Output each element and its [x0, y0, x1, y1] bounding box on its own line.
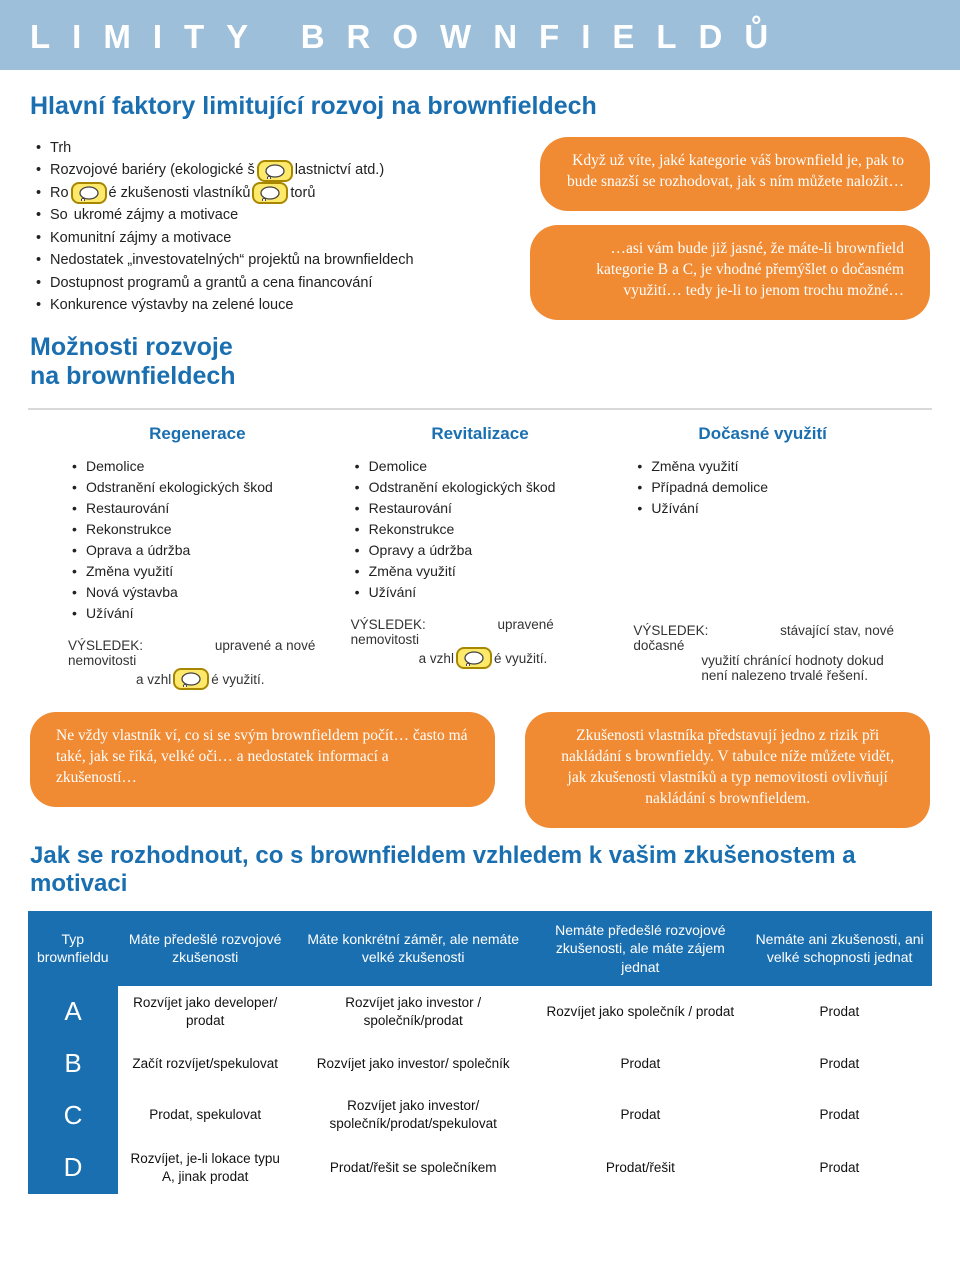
annotation-marker[interactable]: [71, 182, 107, 204]
list-item: Nedostatek „investovatelných“ projektů n…: [36, 249, 476, 271]
result-label: VÝSLEDEK:: [68, 638, 143, 653]
list-item: Oprava a údržba: [72, 540, 329, 561]
list-item: Odstranění ekologických škod: [72, 477, 329, 498]
col-heading: Regenerace: [66, 416, 329, 456]
list-item: Případná demolice: [637, 477, 894, 498]
th-col3: Nemáte předešlé rozvojové zkušenosti, al…: [534, 911, 747, 986]
list-item: Restaurování: [355, 498, 612, 519]
col-heading: Revitalizace: [349, 416, 612, 456]
section-h2: Možnosti rozvoje na brownfieldech: [30, 333, 476, 391]
options-col-revitalizace: Revitalizace Demolice Odstranění ekologi…: [339, 416, 622, 690]
factor-text-pre: Ro: [50, 182, 69, 204]
cell: Prodat, spekulovat: [118, 1089, 292, 1141]
list-item: Užívání: [72, 603, 329, 624]
list-item: Demolice: [72, 456, 329, 477]
page-title: LIMITY BROWNFIELDŮ: [30, 18, 930, 56]
list-item: Komunitní zájmy a motivace: [36, 227, 476, 249]
factor-text-post: lastnictví atd.): [295, 159, 384, 181]
table-row: B Začít rozvíjet/spekulovat Rozvíjet jak…: [28, 1038, 932, 1089]
cell: Prodat: [747, 1038, 932, 1089]
list-item: Odstranění ekologických škod: [355, 477, 612, 498]
row-type: C: [28, 1089, 118, 1141]
section-h1: Hlavní faktory limitující rozvoj na brow…: [30, 92, 930, 121]
factor-text-mid: é zkušenosti vlastníků: [109, 182, 251, 204]
cell: Rozvíjet, je-li lokace typu A, jinak pro…: [118, 1142, 292, 1194]
cell: Začít rozvíjet/spekulovat: [118, 1038, 292, 1089]
factor-text-post: torů: [290, 182, 315, 204]
cell: Rozvíjet jako investor/ společník/prodat…: [292, 1089, 534, 1141]
result-text: a vzhl é využití.: [351, 647, 612, 669]
table-row: D Rozvíjet, je-li lokace typu A, jinak p…: [28, 1142, 932, 1194]
list-item: Rekonstrukce: [355, 519, 612, 540]
h2-line2: na brownfieldech: [30, 362, 236, 390]
decision-table: Typ brownfieldu Máte předešlé rozvojové …: [28, 911, 932, 1194]
cell: Prodat: [534, 1038, 747, 1089]
th-col1: Máte předešlé rozvojové zkušenosti: [118, 911, 292, 986]
options-col-regenerace: Regenerace Demolice Odstranění ekologick…: [56, 416, 339, 690]
list-item: Ro é zkušenosti vlastníků torů: [36, 182, 476, 204]
result-block: VÝSLEDEK: upravené nemovitosti a vzhl é …: [349, 617, 612, 669]
list-item: Užívání: [355, 582, 612, 603]
h2-line1: Možnosti rozvoje: [30, 333, 233, 361]
annotation-marker[interactable]: [173, 668, 209, 690]
annotation-marker[interactable]: [252, 182, 288, 204]
section-h3: Jak se rozhodnout, co s brownfieldem vzh…: [30, 842, 930, 897]
result-text: využití chránící hodnoty dokud není nale…: [633, 653, 894, 683]
list-item: Změna využití: [637, 456, 894, 477]
list-item: Užívání: [637, 498, 894, 519]
th-col2: Máte konkrétní záměr, ale nemáte velké z…: [292, 911, 534, 986]
table-row: A Rozvíjet jako developer/ prodat Rozvíj…: [28, 986, 932, 1038]
list-item: Trh: [36, 137, 476, 159]
cell: Prodat: [747, 986, 932, 1038]
factor-text-pre: So: [50, 204, 68, 226]
row-type: B: [28, 1038, 118, 1089]
list-item: Demolice: [355, 456, 612, 477]
result-text: a vzhl é využití.: [68, 668, 329, 690]
list-item: Nová výstavba: [72, 582, 329, 603]
list-item: Opravy a údržba: [355, 540, 612, 561]
table-row: C Prodat, spekulovat Rozvíjet jako inves…: [28, 1089, 932, 1141]
options-col-docasne: Dočasné využití Změna využití Případná d…: [621, 416, 904, 690]
info-bubble: Ne vždy vlastník ví, co si se svým brown…: [30, 712, 495, 807]
options-table: Regenerace Demolice Odstranění ekologick…: [56, 416, 904, 690]
cell: Rozvíjet jako developer/ prodat: [118, 986, 292, 1038]
result-block: VÝSLEDEK: upravené a nové nemovitosti a …: [66, 638, 329, 690]
annotation-marker[interactable]: [456, 647, 492, 669]
cell: Rozvíjet jako společník / prodat: [534, 986, 747, 1038]
cell: Prodat: [747, 1142, 932, 1194]
list-item: So ukromé zájmy a motivace: [36, 204, 476, 226]
th-type: Typ brownfieldu: [28, 911, 118, 986]
list-item: Restaurování: [72, 498, 329, 519]
cell: Prodat/řešit se společníkem: [292, 1142, 534, 1194]
list-item: Konkurence výstavby na zelené louce: [36, 294, 476, 316]
factors-block: Trh Rozvojové bariéry (ekologické š last…: [30, 137, 476, 390]
cell: Rozvíjet jako investor/ společník: [292, 1038, 534, 1089]
result-label: VÝSLEDEK:: [633, 623, 708, 638]
info-bubble: …asi vám bude již jasné, že máte-li brow…: [530, 225, 930, 320]
row-type: A: [28, 986, 118, 1038]
list-item: Dostupnost programů a grantů a cena fina…: [36, 272, 476, 294]
list-item: Rekonstrukce: [72, 519, 329, 540]
info-bubble: Zkušenosti vlastníka představují jedno z…: [525, 712, 930, 828]
cell: Rozvíjet jako investor / společník/proda…: [292, 986, 534, 1038]
info-bubble: Když už víte, jaké kategorie váš brownfi…: [540, 137, 930, 211]
annotation-marker[interactable]: [257, 160, 293, 182]
result-block: VÝSLEDEK: stávající stav, nové dočasné v…: [631, 623, 894, 683]
row-type: D: [28, 1142, 118, 1194]
result-label: VÝSLEDEK:: [351, 617, 426, 632]
cell: Prodat: [747, 1089, 932, 1141]
factors-list: Trh Rozvojové bariéry (ekologické š last…: [30, 137, 476, 317]
list-item: Změna využití: [72, 561, 329, 582]
col-heading: Dočasné využití: [631, 416, 894, 456]
cell: Prodat: [534, 1089, 747, 1141]
factor-text-post: ukromé zájmy a motivace: [74, 204, 238, 226]
header-bar: LIMITY BROWNFIELDŮ: [0, 0, 960, 70]
cell: Prodat/řešit: [534, 1142, 747, 1194]
factor-text-pre: Rozvojové bariéry (ekologické š: [50, 159, 255, 181]
list-item: Rozvojové bariéry (ekologické š lastnict…: [36, 159, 476, 181]
th-col4: Nemáte ani zkušenosti, ani velké schopno…: [747, 911, 932, 986]
list-item: Změna využití: [355, 561, 612, 582]
